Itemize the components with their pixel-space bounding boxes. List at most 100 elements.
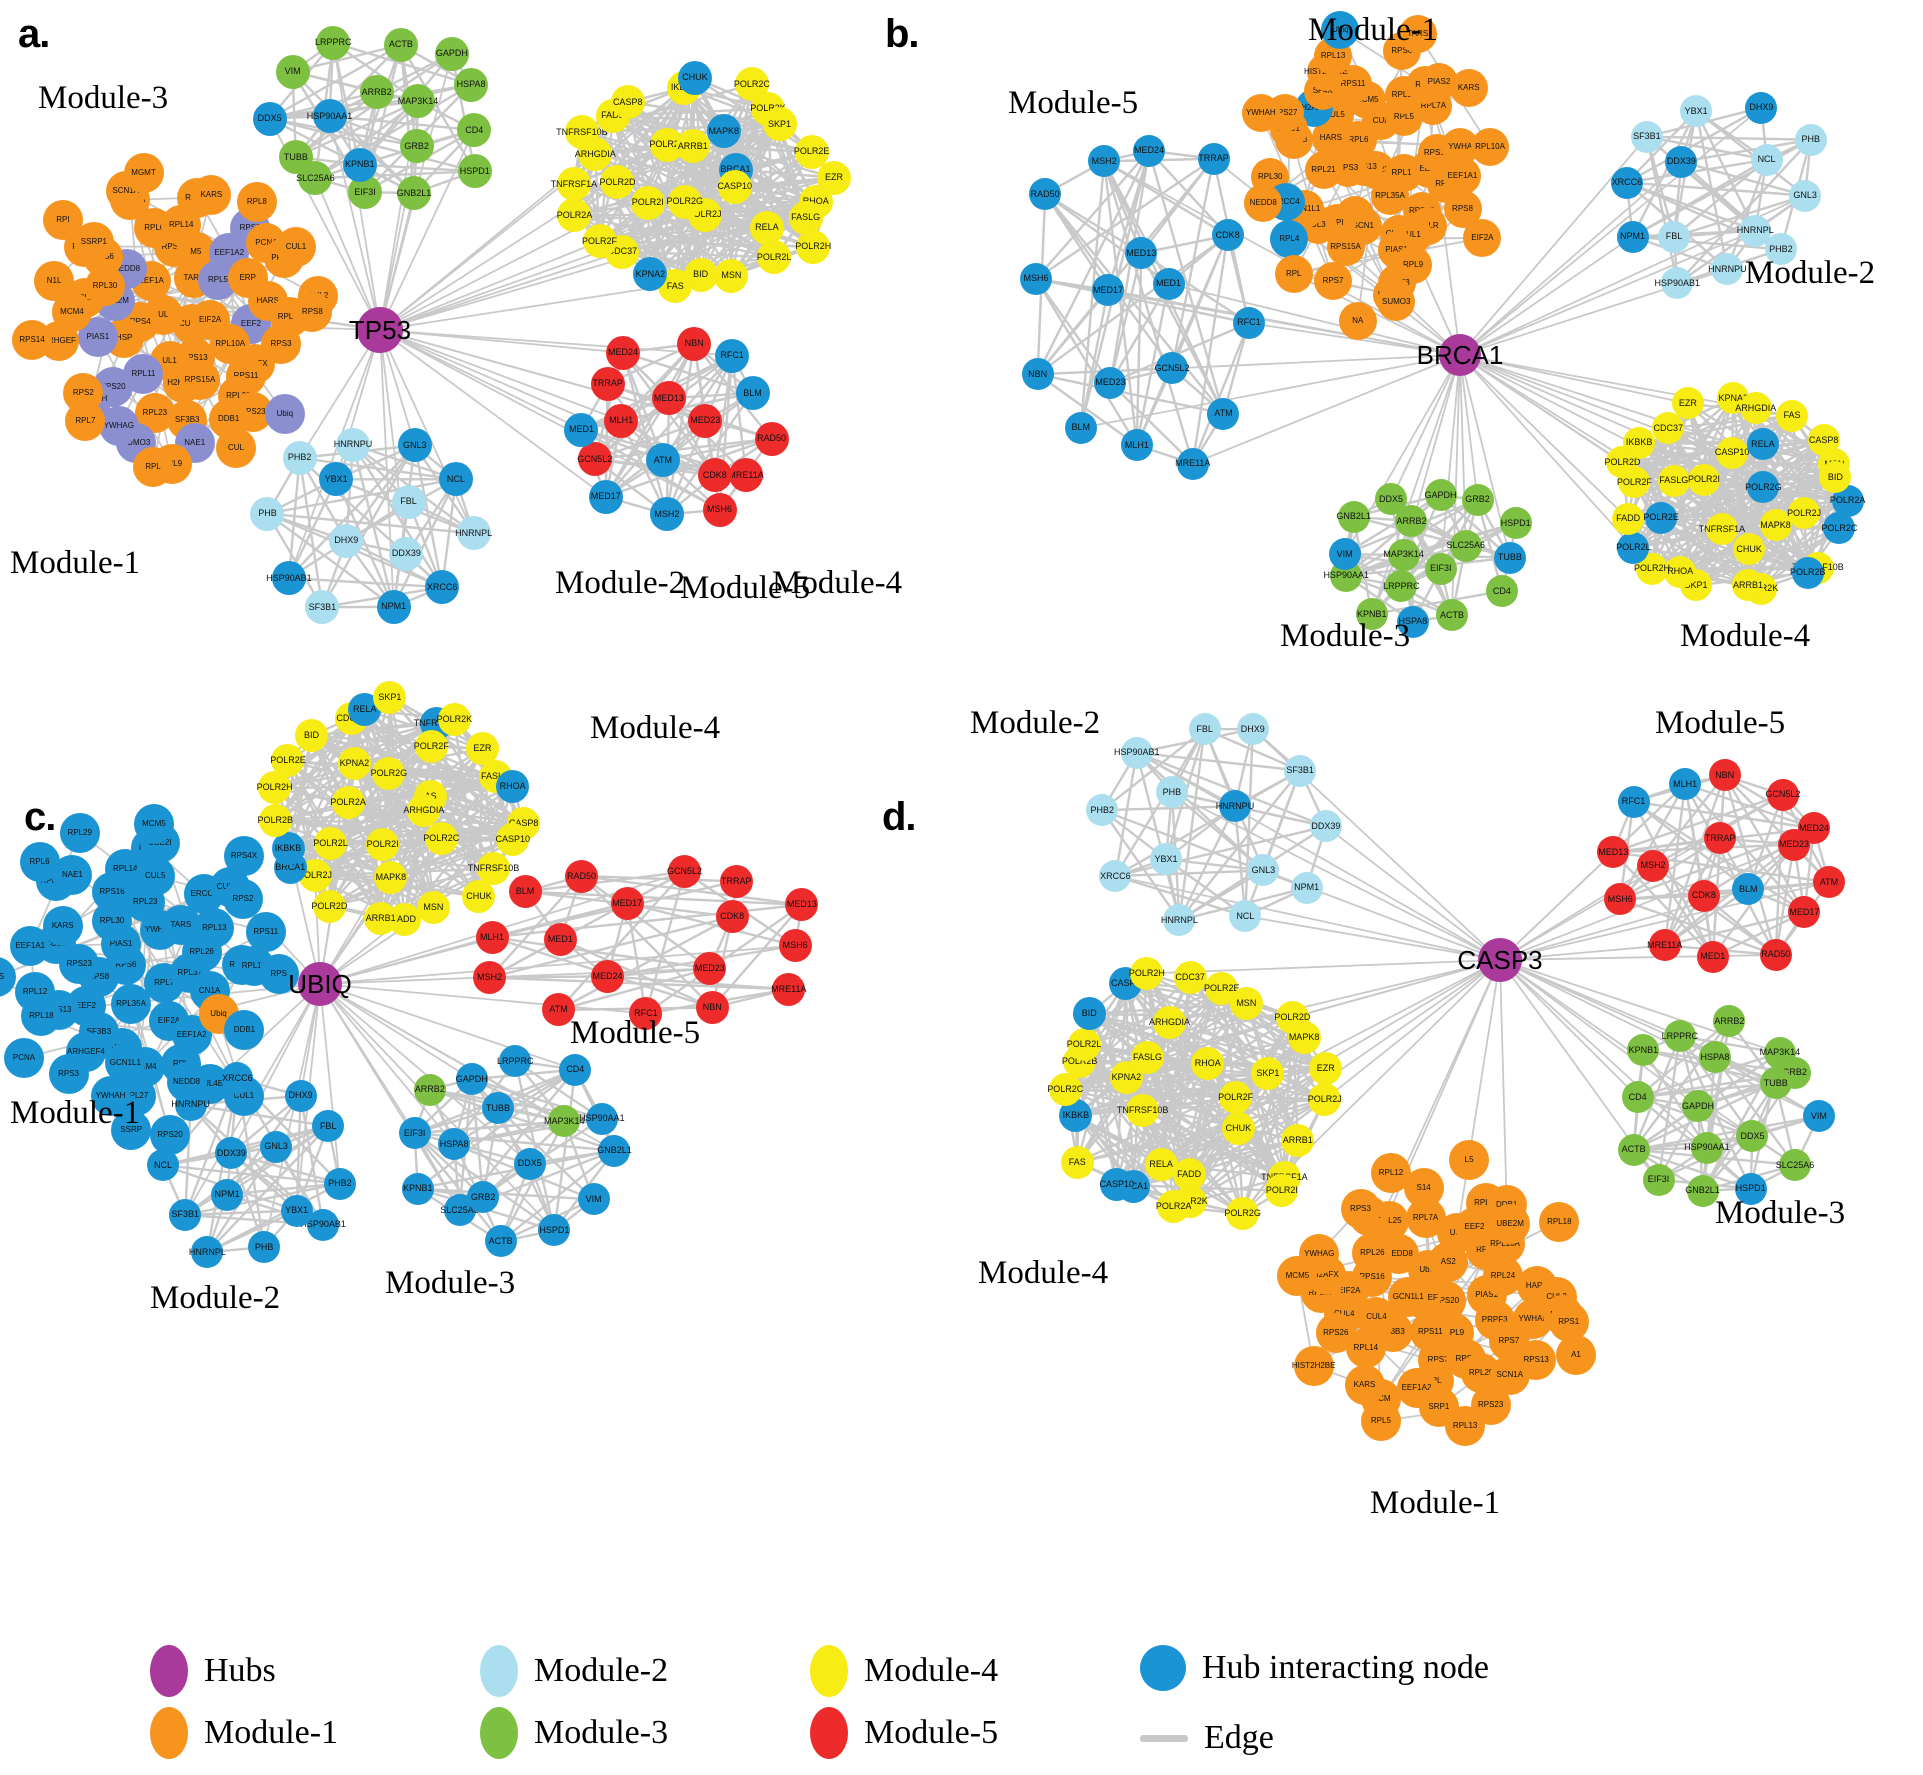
network-node[interactable]: MED24 bbox=[591, 959, 624, 993]
network-node[interactable]: GNB2L1 bbox=[1336, 500, 1371, 533]
network-node[interactable]: GAPDH bbox=[1424, 479, 1457, 512]
network-node[interactable]: SF3B1 bbox=[1284, 754, 1317, 787]
network-node[interactable]: MRE11A bbox=[1175, 447, 1210, 480]
network-node[interactable]: GNB2L1 bbox=[397, 176, 431, 211]
network-node[interactable]: RPL bbox=[132, 446, 173, 487]
network-node[interactable]: POLR2G bbox=[371, 756, 407, 790]
network-node[interactable]: TRRAP bbox=[719, 864, 753, 898]
network-node[interactable]: RFC1 bbox=[715, 338, 750, 373]
network-node[interactable]: HSPD1 bbox=[457, 154, 492, 189]
network-node[interactable]: POLR2G bbox=[667, 184, 703, 219]
network-node[interactable]: LRPPRC bbox=[315, 25, 351, 60]
network-node[interactable]: RAD50 bbox=[1759, 938, 1792, 971]
network-node[interactable]: SF3B1 bbox=[169, 1198, 202, 1231]
network-node[interactable]: SF3B1 bbox=[1630, 120, 1663, 153]
network-node[interactable]: HSP90AB1 bbox=[1114, 736, 1160, 769]
network-node[interactable]: KARS bbox=[1344, 1364, 1385, 1405]
network-node[interactable]: POLR2D bbox=[311, 889, 347, 923]
network-node[interactable]: RFC1 bbox=[1232, 306, 1265, 339]
network-node[interactable]: RPL8 bbox=[236, 182, 277, 223]
network-node[interactable]: MED1 bbox=[543, 922, 577, 956]
network-node[interactable]: MED23 bbox=[1777, 828, 1810, 861]
network-node[interactable]: KARS bbox=[1449, 69, 1488, 108]
network-node[interactable]: N1L bbox=[34, 261, 75, 302]
hub-node[interactable]: UBIQ bbox=[288, 962, 352, 1006]
network-node[interactable]: MRE11A bbox=[728, 458, 764, 493]
network-node[interactable]: MLH1 bbox=[475, 920, 509, 954]
network-node[interactable]: MED23 bbox=[1094, 366, 1127, 399]
network-node[interactable]: HSP90AB1 bbox=[266, 561, 312, 596]
network-node[interactable]: BLM bbox=[735, 376, 770, 411]
network-node[interactable]: MRE11A bbox=[771, 972, 806, 1006]
network-node[interactable]: RPS7 bbox=[1314, 262, 1353, 301]
network-node[interactable]: EZR bbox=[465, 732, 499, 766]
network-node[interactable]: DHX9 bbox=[1745, 91, 1778, 124]
network-node[interactable]: MAPK8 bbox=[374, 860, 408, 894]
network-node[interactable]: RPL13 bbox=[1445, 1405, 1486, 1446]
network-node[interactable]: MGMT bbox=[123, 153, 164, 194]
network-node[interactable]: NBN bbox=[695, 991, 729, 1025]
network-node[interactable]: HNRNPL bbox=[455, 516, 492, 551]
network-node[interactable]: TRRAP bbox=[590, 366, 625, 401]
network-node[interactable]: NPM1 bbox=[1290, 871, 1323, 904]
network-node[interactable]: CD4 bbox=[1621, 1081, 1654, 1114]
network-node[interactable]: HSPD1 bbox=[1499, 507, 1532, 540]
network-node[interactable]: UBE2M bbox=[1490, 1203, 1531, 1244]
network-node[interactable]: L5 bbox=[1449, 1140, 1490, 1181]
network-node[interactable]: KARS bbox=[191, 174, 232, 215]
network-node[interactable]: RPL bbox=[1274, 254, 1313, 293]
network-node[interactable]: POLR2B bbox=[1790, 556, 1826, 589]
network-node[interactable]: GCN5L2 bbox=[577, 442, 612, 477]
network-node[interactable]: PHB2 bbox=[282, 440, 317, 475]
network-node[interactable]: CD4 bbox=[559, 1053, 592, 1086]
network-node[interactable]: POLR2I bbox=[630, 185, 665, 220]
network-node[interactable]: MCM5 bbox=[133, 803, 174, 844]
network-node[interactable]: FBL bbox=[1188, 713, 1221, 746]
network-node[interactable]: HSP90AA1 bbox=[307, 99, 352, 134]
network-node[interactable]: CDC37 bbox=[1173, 961, 1207, 995]
network-node[interactable]: TRRAP bbox=[1197, 142, 1230, 175]
network-node[interactable]: MED17 bbox=[610, 886, 644, 920]
network-node[interactable]: DHX9 bbox=[1236, 713, 1269, 746]
network-node[interactable]: CDK8 bbox=[1687, 879, 1720, 912]
network-node[interactable]: POLR2A bbox=[1156, 1189, 1191, 1223]
network-node[interactable]: FASLG bbox=[1131, 1041, 1164, 1075]
network-node[interactable]: Ubiq bbox=[264, 394, 305, 435]
network-node[interactable]: IKBKB bbox=[271, 832, 305, 866]
network-node[interactable]: RPL5 bbox=[1360, 1401, 1401, 1442]
network-node[interactable]: PHB bbox=[248, 1231, 281, 1264]
network-node[interactable]: SLC25A6 bbox=[1776, 1149, 1814, 1182]
network-node[interactable]: MAP3K14 bbox=[1383, 538, 1424, 571]
network-node[interactable]: MRE11A bbox=[1647, 929, 1682, 962]
network-node[interactable]: HNRNPU bbox=[171, 1088, 210, 1121]
network-node[interactable]: POLR2F bbox=[414, 729, 449, 763]
network-node[interactable]: GNL3 bbox=[1789, 179, 1822, 212]
network-node[interactable]: ACTB bbox=[484, 1225, 517, 1258]
network-node[interactable]: ARRB1 bbox=[364, 901, 398, 935]
network-node[interactable]: VIM bbox=[1328, 538, 1361, 571]
network-node[interactable]: KPNB1 bbox=[401, 1172, 434, 1205]
network-node[interactable]: ARRB1 bbox=[1731, 569, 1764, 602]
network-node[interactable]: GRB2 bbox=[1461, 483, 1494, 516]
network-node[interactable]: MAPK8 bbox=[1287, 1021, 1321, 1055]
network-node[interactable]: LRPPRC bbox=[497, 1045, 533, 1078]
network-node[interactable]: RPL18 bbox=[1539, 1201, 1580, 1242]
network-node[interactable]: POLR2F bbox=[582, 224, 617, 259]
network-node[interactable]: DHX9 bbox=[284, 1079, 317, 1112]
network-node[interactable]: A1 bbox=[1555, 1334, 1596, 1375]
network-node[interactable]: FBL bbox=[1658, 220, 1690, 253]
network-node[interactable]: GNL3 bbox=[397, 428, 432, 463]
network-node[interactable]: NCL bbox=[1750, 143, 1783, 176]
network-node[interactable]: FADD bbox=[1172, 1157, 1206, 1191]
network-node[interactable]: GAPDH bbox=[434, 36, 469, 71]
network-node[interactable]: FAS bbox=[1060, 1145, 1094, 1179]
network-node[interactable]: RPL35A bbox=[111, 983, 152, 1024]
network-node[interactable]: EZR bbox=[816, 160, 851, 195]
network-node[interactable]: RAD50 bbox=[565, 859, 599, 893]
network-node[interactable]: POLR2L bbox=[1616, 531, 1651, 564]
network-node[interactable]: CUL1 bbox=[275, 227, 316, 268]
network-node[interactable]: DDX5 bbox=[513, 1147, 546, 1180]
network-node[interactable]: RPS20 bbox=[150, 1114, 191, 1155]
network-node[interactable]: MSN bbox=[1229, 986, 1263, 1020]
network-node[interactable]: RPS3 bbox=[1340, 1188, 1381, 1229]
